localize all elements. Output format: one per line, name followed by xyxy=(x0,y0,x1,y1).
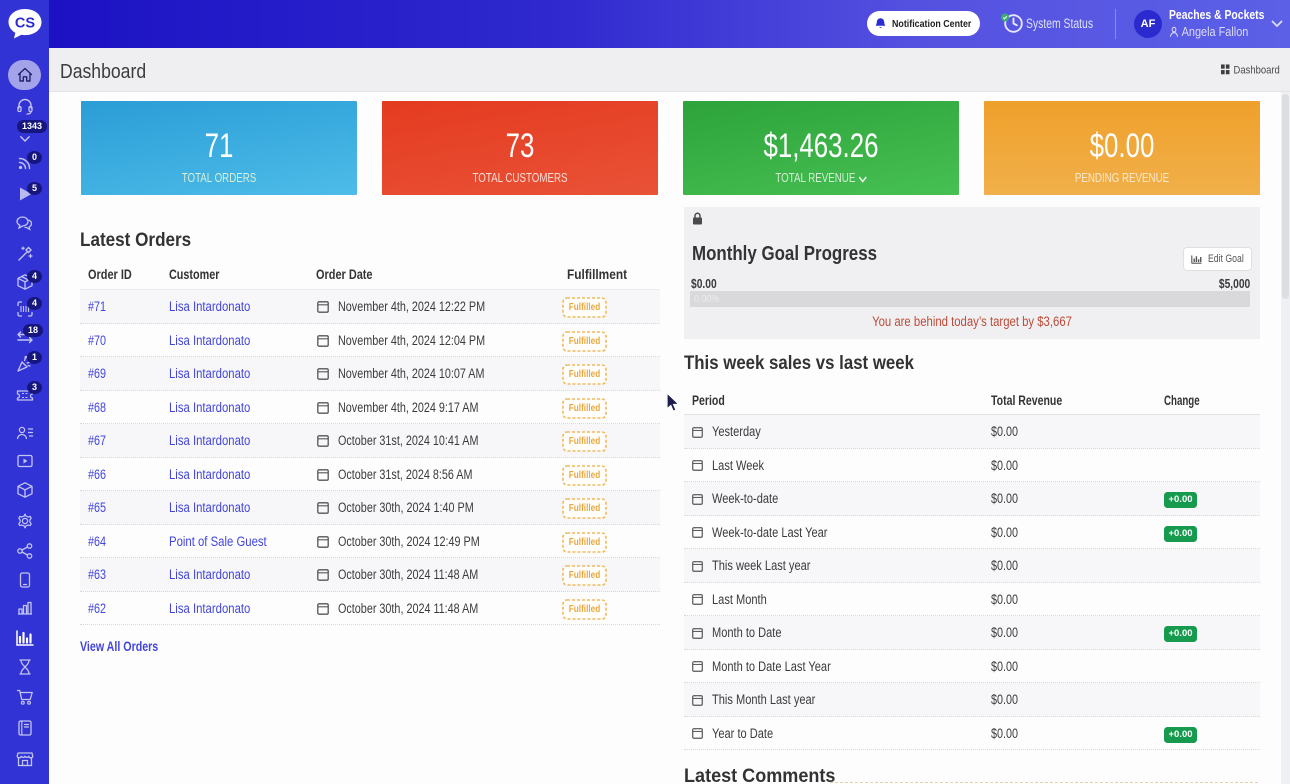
svg-text:CS: CS xyxy=(15,16,35,32)
